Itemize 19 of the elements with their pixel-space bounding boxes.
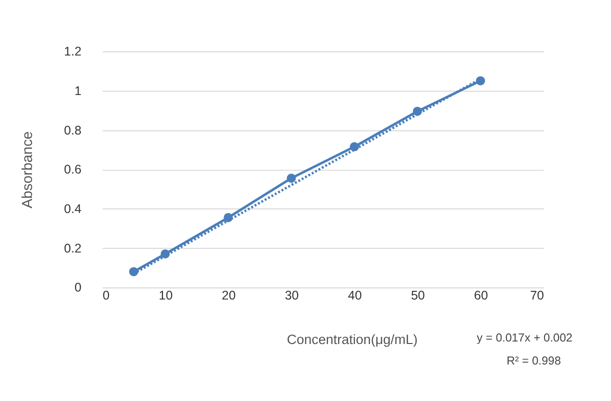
y-axis-title: Absorbance bbox=[20, 131, 36, 208]
y-tick-label: 0.6 bbox=[64, 162, 82, 177]
y-tick-label: 0.8 bbox=[64, 123, 82, 138]
y-tick-label: 0.4 bbox=[64, 202, 82, 216]
y-tick-label: 0.2 bbox=[64, 241, 82, 256]
text: R² = 0.998 bbox=[506, 355, 561, 368]
y-tick-label: 1 bbox=[74, 84, 82, 98]
x-tick-label: 10 bbox=[158, 288, 173, 302]
point bbox=[286, 174, 296, 183]
text: y = 0.017x + 0.002 bbox=[476, 332, 572, 344]
x-tick-label: 50 bbox=[410, 288, 425, 302]
x-tick-label: 70 bbox=[530, 288, 544, 302]
x-tick-label: 40 bbox=[348, 288, 362, 302]
x-tick-label: 30 bbox=[284, 288, 299, 302]
x-tick-label: 0 bbox=[102, 288, 110, 302]
x-axis-title: Concentration(μg/mL) bbox=[286, 332, 418, 347]
x-tick-label: 60 bbox=[474, 288, 488, 302]
y-tick-label: 1.2 bbox=[64, 44, 82, 59]
x-tick-label: 20 bbox=[222, 288, 236, 302]
